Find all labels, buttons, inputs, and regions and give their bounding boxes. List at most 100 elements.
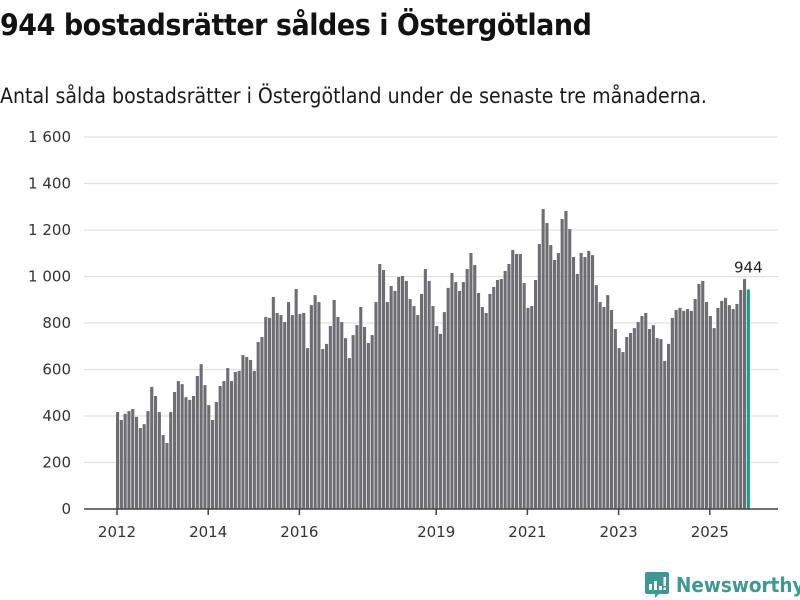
bar [644,313,648,509]
bar [180,384,184,509]
bar [222,381,226,510]
bar [230,381,234,510]
bar [321,349,325,509]
bar [211,419,215,509]
x-tick-label: 2014 [189,523,227,541]
x-tick-label: 2019 [417,523,455,541]
bar [716,307,720,509]
bar [651,325,655,509]
bar [290,315,294,509]
bar [366,343,370,509]
bar [260,336,264,509]
bar [165,442,169,509]
bar [347,358,351,509]
bar [427,280,431,509]
bar [621,352,625,509]
bar [439,333,443,509]
bar [632,328,636,509]
bar [397,276,401,509]
bar [522,283,526,509]
bar-highlighted [746,289,750,509]
y-tick-label: 600 [42,361,71,379]
bar [131,409,135,509]
bar [374,302,378,509]
bar [488,293,492,509]
bars [116,209,750,510]
bar [629,333,633,509]
bar [454,282,458,509]
bar [705,302,709,509]
bar [458,290,462,509]
bar [507,263,511,509]
bar [385,302,389,509]
bar [473,265,477,509]
y-tick-label: 1 200 [28,221,71,239]
bar [579,253,583,509]
bar [670,317,674,509]
bar [477,293,481,509]
y-tick-label: 200 [42,454,71,472]
bar [264,316,268,509]
bar [252,370,256,509]
bar [412,306,416,509]
bar [249,359,253,509]
bar [287,302,291,509]
bar [370,335,374,509]
bar [157,412,161,509]
bar [556,253,560,509]
last-value-label: 944 [734,259,763,277]
bar [420,293,424,509]
bar [332,299,336,509]
bar [275,313,279,509]
x-tick-label: 2016 [280,523,318,541]
bar [176,381,180,510]
newsworthy-logo[interactable]: Newsworthy [644,571,800,599]
bar [192,396,196,509]
bar [173,392,177,509]
bar [336,316,340,509]
bar [154,396,158,509]
bar [575,273,579,509]
bar [541,209,545,509]
bar [226,368,230,509]
bar [735,303,739,509]
bar [708,316,712,509]
x-tick-label: 2012 [98,523,136,541]
bar [678,307,682,509]
bar [142,424,146,509]
bar [724,297,728,509]
bar [553,259,557,509]
bar [169,412,173,509]
bar [161,435,165,509]
bar [701,280,705,509]
bar [591,255,595,509]
bar [549,245,553,510]
bar [636,322,640,509]
bar [408,299,412,509]
y-axis-labels: 0 200 400 600 800 1 000 1 200 1 400 1 600 [28,128,71,518]
x-axis: 2012 2014 2016 2019 2021 2023 2025 [84,508,778,541]
bar [393,290,397,509]
bar [245,356,249,509]
bar [480,306,484,509]
bar [146,411,150,509]
bar [659,339,663,509]
bar [435,326,439,509]
bar [306,348,310,509]
bar [268,317,272,509]
bar [325,343,329,509]
bar [545,223,549,509]
bar [648,329,652,509]
bar [617,348,621,509]
bar [233,372,237,509]
bar [363,326,367,509]
bar [689,310,693,509]
bar [401,276,405,509]
bar [598,302,602,509]
bar [218,386,222,509]
chart-subtitle: Antal sålda bostadsrätter i Östergötland… [0,84,707,108]
bar [564,210,568,509]
bar [317,302,321,509]
bar [461,282,465,509]
